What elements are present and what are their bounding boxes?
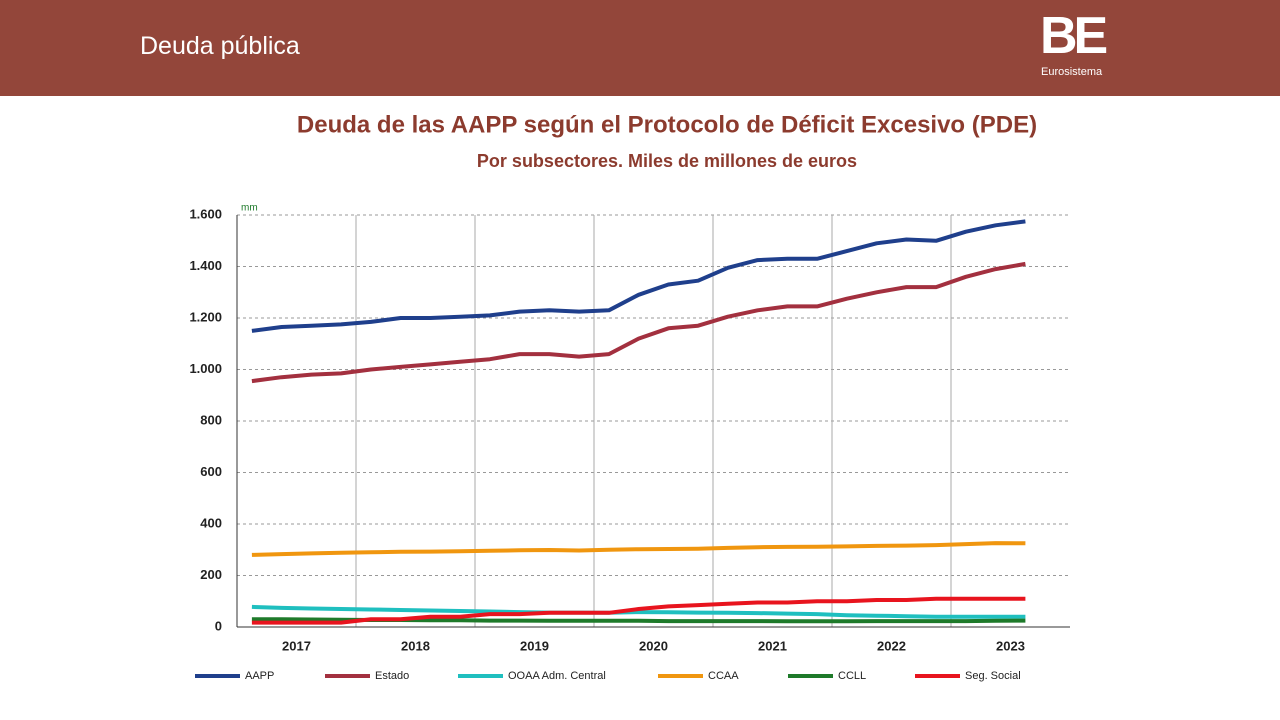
legend-label: OOAA Adm. Central — [508, 670, 606, 682]
chart-subtitle: Por subsectores. Miles de millones de eu… — [477, 151, 857, 171]
y-tick-label: 800 — [200, 412, 222, 427]
y-tick-label: 600 — [200, 464, 222, 479]
y-tick-label: 1.400 — [189, 258, 222, 273]
series-line — [251, 261, 1026, 384]
x-tick-label: 2018 — [401, 638, 430, 653]
y-tick-label: 1.000 — [189, 361, 222, 376]
series-line — [251, 604, 1026, 619]
y-tick-label: 0 — [215, 618, 222, 633]
header-bar: Deuda pública BE Eurosistema — [0, 0, 1280, 96]
y-tick-label: 1.600 — [189, 206, 222, 221]
chart: Deuda de las AAPP según el Protocolo de … — [189, 111, 1070, 682]
y-tick-label: 400 — [200, 515, 222, 530]
series-line — [251, 596, 1026, 625]
legend-label: AAPP — [245, 670, 274, 682]
legend-label: Estado — [375, 670, 409, 682]
x-tick-label: 2022 — [877, 638, 906, 653]
legend-label: Seg. Social — [965, 670, 1021, 682]
header-title: Deuda pública — [140, 32, 300, 60]
y-tick-label: 1.200 — [189, 309, 222, 324]
logo-subtitle: Eurosistema — [1041, 66, 1103, 78]
legend-label: CCAA — [708, 670, 739, 682]
series-line — [251, 541, 1026, 557]
x-tick-label: 2019 — [520, 638, 549, 653]
x-tick-label: 2020 — [639, 638, 668, 653]
x-tick-label: 2017 — [282, 638, 311, 653]
x-tick-label: 2023 — [996, 638, 1025, 653]
y-tick-label: 200 — [200, 567, 222, 582]
legend-label: CCLL — [838, 670, 866, 682]
logo: BE — [1040, 7, 1108, 65]
series-line — [251, 219, 1026, 333]
unit-label: mm — [241, 203, 258, 214]
chart-title: Deuda de las AAPP según el Protocolo de … — [297, 111, 1037, 138]
x-tick-label: 2021 — [758, 638, 787, 653]
